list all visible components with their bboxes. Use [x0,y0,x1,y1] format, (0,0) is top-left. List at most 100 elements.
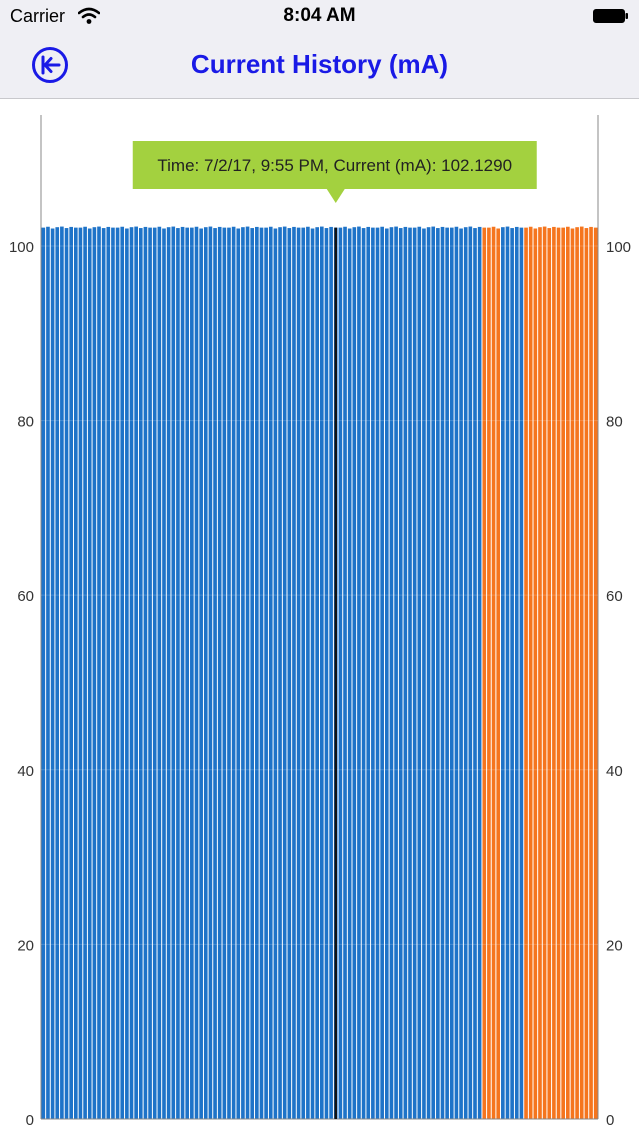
bar [64,228,69,1119]
bar [477,226,482,1120]
bar [41,227,46,1119]
bar [538,227,542,1119]
bar [92,227,97,1119]
bar [320,226,324,1119]
bar [301,227,306,1119]
bar [73,227,78,1119]
bar [375,227,380,1119]
bar [287,228,292,1119]
bar [83,226,87,1119]
bar [111,227,115,1119]
bar [403,226,408,1120]
bar [436,228,440,1119]
bar [454,226,459,1119]
bar [310,228,315,1119]
wifi-icon [78,7,100,24]
y-tick-label-left: 40 [17,763,34,780]
status-bar: Carrier 8:04 AM [0,0,639,32]
circle-arrow-left-icon [32,47,68,83]
bar [496,228,501,1119]
bar [50,228,55,1119]
y-tick-label-right: 100 [606,239,631,256]
bar [491,226,496,1119]
bar [46,226,50,1119]
bar [250,228,255,1119]
y-tick-label-left: 80 [17,414,34,431]
bar [408,227,412,1119]
bar [185,227,190,1119]
bar [171,226,176,1119]
bar [306,226,310,1119]
bar [468,226,473,1119]
bar [459,228,463,1119]
bar [55,227,60,1119]
bar [524,227,528,1119]
bar [575,227,579,1119]
bar [426,227,431,1119]
bar [166,227,171,1119]
bar [357,226,361,1119]
bar [505,226,510,1119]
bar [231,226,236,1119]
bar [589,226,593,1120]
bar [412,227,417,1119]
y-tick-label-left: 20 [17,937,34,954]
bar [510,228,514,1119]
bar [487,227,491,1119]
bar [482,227,487,1119]
bar [584,228,589,1119]
bar [180,226,185,1120]
bar [542,226,547,1119]
bar [324,228,329,1119]
bar [528,226,533,1119]
back-button[interactable] [30,45,70,85]
y-tick-label-right: 40 [606,763,623,780]
bar [194,226,199,1119]
current-history-chart[interactable]: 0 0 20 20 40 40 60 60 80 80 100 100 Time: 7/2/17, 9:… [0,99,639,1136]
bar [579,226,584,1119]
bar [157,226,162,1119]
bar [115,227,120,1119]
battery-full-icon [593,9,628,23]
bar [208,226,213,1119]
bar [343,226,347,1119]
y-tick-label-left: 0 [26,1112,34,1129]
bar [593,227,598,1119]
bar [552,226,556,1120]
tooltip-box [132,141,537,189]
bar [268,226,273,1119]
bar [380,226,384,1119]
bar [273,228,278,1119]
bar [389,227,394,1119]
bar [296,227,301,1119]
bar [292,226,296,1120]
bar [227,227,231,1119]
bar [445,227,449,1119]
bar [101,228,106,1119]
y-tick-label-right: 60 [606,588,623,605]
bar [125,228,129,1119]
bar [264,227,268,1119]
bar [69,226,73,1120]
bar [533,228,538,1119]
bar [148,227,152,1119]
bar [449,227,454,1119]
bar [547,228,552,1119]
bar [199,228,203,1119]
page-title: Current History (mA) [190,49,449,79]
bar [556,227,561,1119]
bar [394,226,398,1119]
bar [217,226,222,1120]
bar [561,227,566,1119]
bar [315,227,319,1119]
bar [97,226,101,1119]
y-tick-label-left: 100 [9,239,34,256]
bar [236,228,241,1119]
bar [282,226,287,1119]
tooltip-text: Time: 7/2/17, 9:55 PM, Current (mA): 102… [157,156,512,175]
bar [431,226,436,1119]
navigation-bar: Current History (mA) [0,32,639,99]
bar [190,227,194,1119]
bar [347,228,352,1119]
bar [255,226,259,1120]
